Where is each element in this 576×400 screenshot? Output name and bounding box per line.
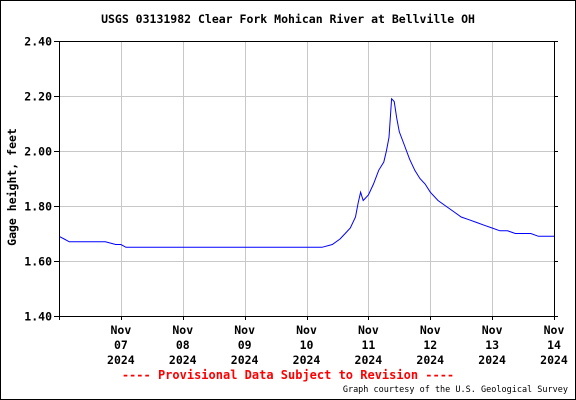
y-tick-label: 1.40 <box>24 310 52 324</box>
plot-border <box>59 41 555 317</box>
x-tick-label: Nov 13 2024 <box>478 323 506 367</box>
courtesy-note: Graph courtesy of the U.S. Geological Su… <box>342 385 568 395</box>
y-tick-label: 2.40 <box>24 35 52 49</box>
plot-area <box>59 41 554 316</box>
y-tick-label: 2.00 <box>24 145 52 159</box>
x-tick-label: Nov 08 2024 <box>169 323 197 367</box>
y-tick-label: 1.60 <box>24 255 52 269</box>
y-tick-label: 2.20 <box>24 90 52 104</box>
x-tick-label: Nov 09 2024 <box>231 323 259 367</box>
x-tick-label: Nov 07 2024 <box>107 323 135 367</box>
y-tick-label: 1.80 <box>24 200 52 214</box>
x-tick-label: Nov 10 2024 <box>293 323 321 367</box>
x-tick-label: Nov 14 2024 <box>540 323 568 367</box>
x-tick-label: Nov 11 2024 <box>355 323 383 367</box>
chart-title: USGS 03131982 Clear Fork Mohican River a… <box>101 12 475 26</box>
x-tick-label: Nov 12 2024 <box>416 323 444 367</box>
provisional-notice: ---- Provisional Data Subject to Revisio… <box>121 368 455 382</box>
gage-height-series-line <box>59 97 554 248</box>
